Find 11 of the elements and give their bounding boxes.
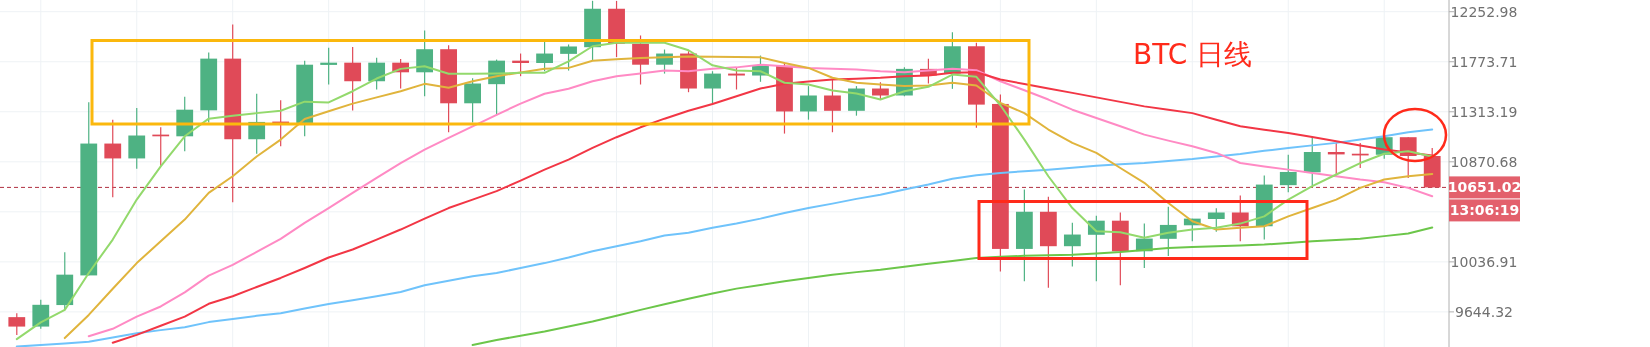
ref-label: 10651.02 [1447,176,1522,199]
y-tick-label: 10870.68 [1450,153,1518,170]
line-series [471,226,1434,346]
y-tick-label: 10036.91 [1450,253,1518,270]
y-tick-label: 11313.19 [1450,103,1518,120]
countdown-label: 13:06:19 [1449,199,1520,222]
y-tick-label: 9644.32 [1455,303,1513,320]
y-tick-label: 12252.98 [1450,3,1518,20]
line-series [15,128,1434,347]
text: BTC 日线 [1133,38,1253,71]
y-tick-label: 11773.71 [1450,53,1518,70]
